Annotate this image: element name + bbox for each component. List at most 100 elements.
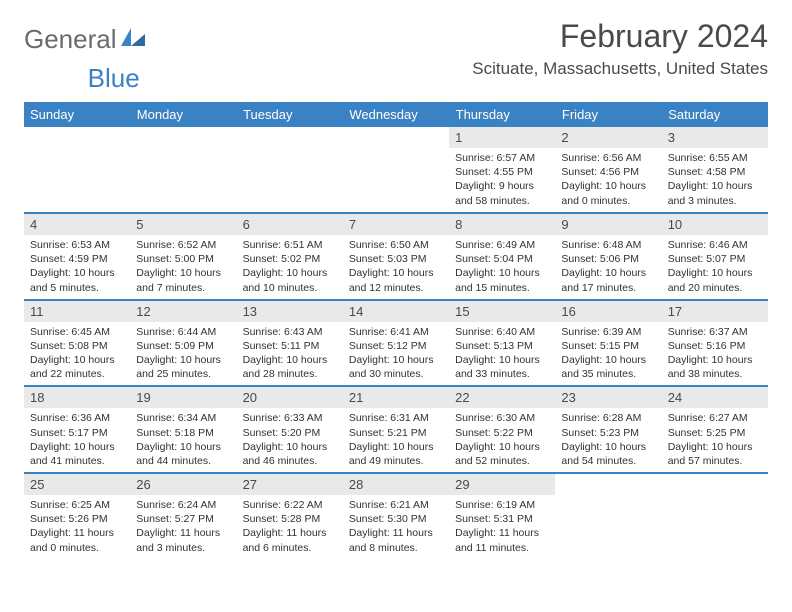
sunrise-text: Sunrise: 6:30 AM bbox=[455, 411, 549, 425]
sunrise-text: Sunrise: 6:21 AM bbox=[349, 498, 443, 512]
day-number: 1 bbox=[449, 127, 555, 148]
sunset-text: Sunset: 4:55 PM bbox=[455, 165, 549, 179]
day-number: 14 bbox=[343, 301, 449, 322]
sunrise-text: Sunrise: 6:45 AM bbox=[30, 325, 124, 339]
daylight-text: Daylight: 10 hours and 30 minutes. bbox=[349, 353, 443, 381]
sunrise-text: Sunrise: 6:36 AM bbox=[30, 411, 124, 425]
sunrise-text: Sunrise: 6:27 AM bbox=[668, 411, 762, 425]
day-number: 19 bbox=[130, 387, 236, 408]
calendar-day-cell: 24Sunrise: 6:27 AMSunset: 5:25 PMDayligh… bbox=[662, 386, 768, 473]
location-text: Scituate, Massachusetts, United States bbox=[472, 59, 768, 79]
daylight-text: Daylight: 10 hours and 28 minutes. bbox=[243, 353, 337, 381]
day-number: 25 bbox=[24, 474, 130, 495]
calendar-day-cell: 2Sunrise: 6:56 AMSunset: 4:56 PMDaylight… bbox=[555, 127, 661, 213]
daylight-text: Daylight: 10 hours and 25 minutes. bbox=[136, 353, 230, 381]
sunset-text: Sunset: 5:26 PM bbox=[30, 512, 124, 526]
sunrise-text: Sunrise: 6:57 AM bbox=[455, 151, 549, 165]
day-number: 28 bbox=[343, 474, 449, 495]
calendar-day-cell: 1 Sunrise: 6:57 AMSunset: 4:55 PMDaylight… bbox=[449, 127, 555, 213]
daylight-text: Daylight: 10 hours and 22 minutes. bbox=[30, 353, 124, 381]
day-number: 11 bbox=[24, 301, 130, 322]
day-number: 29 bbox=[449, 474, 555, 495]
sunset-text: Sunset: 5:02 PM bbox=[243, 252, 337, 266]
sunrise-text: Sunrise: 6:50 AM bbox=[349, 238, 443, 252]
sunset-text: Sunset: 5:06 PM bbox=[561, 252, 655, 266]
calendar-day-cell: 6Sunrise: 6:51 AMSunset: 5:02 PMDaylight… bbox=[237, 213, 343, 300]
daylight-text: Daylight: 10 hours and 41 minutes. bbox=[30, 440, 124, 468]
sunset-text: Sunset: 5:21 PM bbox=[349, 426, 443, 440]
day-number: 9 bbox=[555, 214, 661, 235]
daylight-text: Daylight: 10 hours and 7 minutes. bbox=[136, 266, 230, 294]
day-details: Sunrise: 6:51 AMSunset: 5:02 PMDaylight:… bbox=[237, 235, 343, 299]
calendar-week-row: 4Sunrise: 6:53 AMSunset: 4:59 PMDaylight… bbox=[24, 213, 768, 300]
sunset-text: Sunset: 4:56 PM bbox=[561, 165, 655, 179]
calendar-day-cell: 28Sunrise: 6:21 AMSunset: 5:30 PMDayligh… bbox=[343, 473, 449, 559]
day-details: Sunrise: 6:44 AMSunset: 5:09 PMDaylight:… bbox=[130, 322, 236, 386]
day-details: Sunrise: 6:48 AMSunset: 5:06 PMDaylight:… bbox=[555, 235, 661, 299]
day-details: Sunrise: 6:36 AMSunset: 5:17 PMDaylight:… bbox=[24, 408, 130, 472]
sunrise-text: Sunrise: 6:40 AM bbox=[455, 325, 549, 339]
calendar-day-cell: 12Sunrise: 6:44 AMSunset: 5:09 PMDayligh… bbox=[130, 300, 236, 387]
calendar-day-cell: 8Sunrise: 6:49 AMSunset: 5:04 PMDaylight… bbox=[449, 213, 555, 300]
calendar-day-cell: 11 Sunrise: 6:45 AMSunset: 5:08 PMDayligh… bbox=[24, 300, 130, 387]
calendar-day-cell: 20Sunrise: 6:33 AMSunset: 5:20 PMDayligh… bbox=[237, 386, 343, 473]
day-details: Sunrise: 6:19 AMSunset: 5:31 PMDaylight:… bbox=[449, 495, 555, 559]
day-number: 5 bbox=[130, 214, 236, 235]
day-number: 24 bbox=[662, 387, 768, 408]
sunset-text: Sunset: 5:28 PM bbox=[243, 512, 337, 526]
day-details: Sunrise: 6:52 AMSunset: 5:00 PMDaylight:… bbox=[130, 235, 236, 299]
day-number: 21 bbox=[343, 387, 449, 408]
daylight-text: Daylight: 11 hours and 8 minutes. bbox=[349, 526, 443, 554]
day-number: 2 bbox=[555, 127, 661, 148]
sunrise-text: Sunrise: 6:56 AM bbox=[561, 151, 655, 165]
daylight-text: Daylight: 10 hours and 3 minutes. bbox=[668, 179, 762, 207]
daylight-text: Daylight: 10 hours and 15 minutes. bbox=[455, 266, 549, 294]
daylight-text: Daylight: 10 hours and 46 minutes. bbox=[243, 440, 337, 468]
calendar-week-row: 18Sunrise: 6:36 AMSunset: 5:17 PMDayligh… bbox=[24, 386, 768, 473]
sunset-text: Sunset: 5:15 PM bbox=[561, 339, 655, 353]
calendar-day-cell: 4Sunrise: 6:53 AMSunset: 4:59 PMDaylight… bbox=[24, 213, 130, 300]
calendar-day-cell: 3Sunrise: 6:55 AMSunset: 4:58 PMDaylight… bbox=[662, 127, 768, 213]
sunset-text: Sunset: 5:08 PM bbox=[30, 339, 124, 353]
day-details: Sunrise: 6:31 AMSunset: 5:21 PMDaylight:… bbox=[343, 408, 449, 472]
daylight-text: Daylight: 10 hours and 12 minutes. bbox=[349, 266, 443, 294]
daylight-text: Daylight: 9 hours and 58 minutes. bbox=[455, 179, 549, 207]
sunrise-text: Sunrise: 6:41 AM bbox=[349, 325, 443, 339]
calendar-day-cell: 23Sunrise: 6:28 AMSunset: 5:23 PMDayligh… bbox=[555, 386, 661, 473]
day-details: Sunrise: 6:27 AMSunset: 5:25 PMDaylight:… bbox=[662, 408, 768, 472]
weekday-header-saturday: Saturday bbox=[662, 102, 768, 127]
calendar-empty-cell bbox=[24, 127, 130, 213]
sunset-text: Sunset: 5:09 PM bbox=[136, 339, 230, 353]
daylight-text: Daylight: 10 hours and 54 minutes. bbox=[561, 440, 655, 468]
day-details: Sunrise: 6:40 AMSunset: 5:13 PMDaylight:… bbox=[449, 322, 555, 386]
sunset-text: Sunset: 5:16 PM bbox=[668, 339, 762, 353]
calendar-empty-cell bbox=[555, 473, 661, 559]
daylight-text: Daylight: 11 hours and 6 minutes. bbox=[243, 526, 337, 554]
calendar-day-cell: 14Sunrise: 6:41 AMSunset: 5:12 PMDayligh… bbox=[343, 300, 449, 387]
sunset-text: Sunset: 5:11 PM bbox=[243, 339, 337, 353]
weekday-header-friday: Friday bbox=[555, 102, 661, 127]
day-details: Sunrise: 6:25 AMSunset: 5:26 PMDaylight:… bbox=[24, 495, 130, 559]
sunrise-text: Sunrise: 6:49 AM bbox=[455, 238, 549, 252]
day-number: 22 bbox=[449, 387, 555, 408]
month-title: February 2024 bbox=[472, 18, 768, 55]
daylight-text: Daylight: 10 hours and 17 minutes. bbox=[561, 266, 655, 294]
daylight-text: Daylight: 10 hours and 49 minutes. bbox=[349, 440, 443, 468]
brand-word-1: General bbox=[24, 24, 117, 55]
day-details: Sunrise: 6:24 AMSunset: 5:27 PMDaylight:… bbox=[130, 495, 236, 559]
sunset-text: Sunset: 4:59 PM bbox=[30, 252, 124, 266]
day-details: Sunrise: 6:41 AMSunset: 5:12 PMDaylight:… bbox=[343, 322, 449, 386]
calendar-day-cell: 18Sunrise: 6:36 AMSunset: 5:17 PMDayligh… bbox=[24, 386, 130, 473]
calendar-table: SundayMondayTuesdayWednesdayThursdayFrid… bbox=[24, 102, 768, 559]
calendar-day-cell: 25Sunrise: 6:25 AMSunset: 5:26 PMDayligh… bbox=[24, 473, 130, 559]
sunset-text: Sunset: 5:04 PM bbox=[455, 252, 549, 266]
day-details: Sunrise: 6:43 AMSunset: 5:11 PMDaylight:… bbox=[237, 322, 343, 386]
weekday-header-wednesday: Wednesday bbox=[343, 102, 449, 127]
day-number: 23 bbox=[555, 387, 661, 408]
title-block: February 2024 Scituate, Massachusetts, U… bbox=[472, 18, 768, 79]
calendar-day-cell: 16Sunrise: 6:39 AMSunset: 5:15 PMDayligh… bbox=[555, 300, 661, 387]
calendar-day-cell: 7Sunrise: 6:50 AMSunset: 5:03 PMDaylight… bbox=[343, 213, 449, 300]
calendar-day-cell: 22Sunrise: 6:30 AMSunset: 5:22 PMDayligh… bbox=[449, 386, 555, 473]
sunset-text: Sunset: 5:23 PM bbox=[561, 426, 655, 440]
sunset-text: Sunset: 5:25 PM bbox=[668, 426, 762, 440]
